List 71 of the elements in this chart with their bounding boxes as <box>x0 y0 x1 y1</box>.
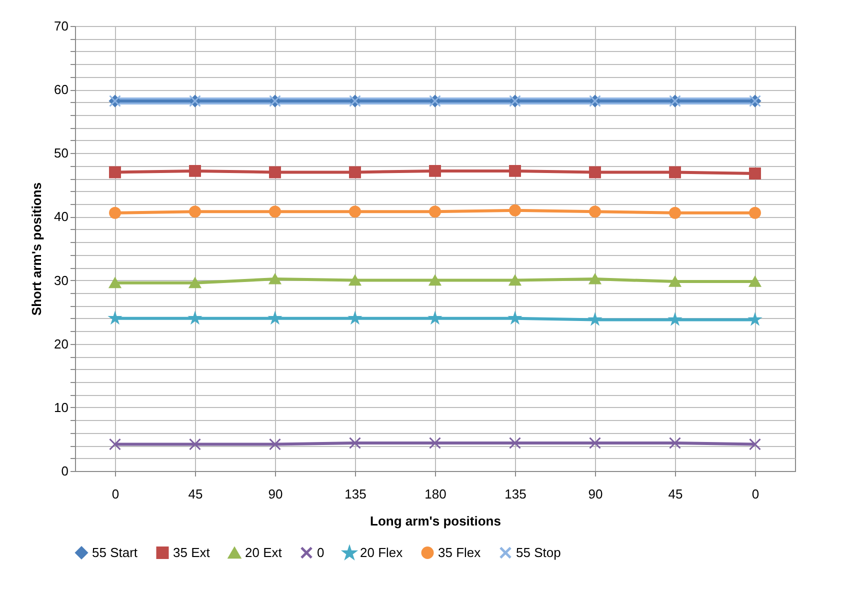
point <box>109 312 121 324</box>
point <box>349 437 361 450</box>
point <box>749 438 761 450</box>
point <box>109 206 121 219</box>
point <box>269 274 281 284</box>
legend-label: 55 Start <box>92 544 138 560</box>
point <box>509 164 521 177</box>
point <box>589 206 601 218</box>
point <box>349 166 361 178</box>
point <box>429 437 441 450</box>
y-axis-title: Short arm's positions <box>29 182 44 316</box>
point <box>669 206 681 219</box>
point <box>109 278 121 288</box>
legend-label: 55 Stop <box>516 544 561 560</box>
point <box>189 278 201 288</box>
x-tick-label: 0 <box>752 486 760 502</box>
y-tick-label: 20 <box>54 336 68 352</box>
point <box>109 438 121 450</box>
point <box>589 437 601 450</box>
point <box>669 276 681 287</box>
point <box>509 204 521 216</box>
x-tick-label: 45 <box>188 486 203 502</box>
point <box>349 312 361 324</box>
y-tick-label: 10 <box>54 400 68 415</box>
point <box>189 312 201 324</box>
y-tick-label: 40 <box>54 209 68 224</box>
point <box>589 166 601 178</box>
point <box>749 206 761 219</box>
point <box>749 167 761 180</box>
point <box>669 314 681 325</box>
point <box>349 274 361 286</box>
point <box>269 206 281 218</box>
point <box>749 276 761 287</box>
point <box>429 274 441 286</box>
point <box>349 206 361 218</box>
y-tick-label: 60 <box>54 82 68 98</box>
y-tick-label: 50 <box>54 146 68 161</box>
point <box>269 166 281 178</box>
point <box>509 312 521 324</box>
point <box>189 438 201 450</box>
point <box>269 312 281 324</box>
x-tick-label: 0 <box>112 486 120 502</box>
point <box>429 164 441 177</box>
x-tick-label: 180 <box>424 486 446 502</box>
point <box>669 437 681 450</box>
point <box>509 437 521 450</box>
point <box>429 206 441 218</box>
legend-label: 20 Ext <box>245 545 282 560</box>
x-tick-label: 45 <box>668 486 683 502</box>
y-tick-label: 0 <box>61 464 68 478</box>
legend-label: 0 <box>317 544 324 560</box>
point <box>189 206 201 218</box>
x-tick-label: 135 <box>344 486 366 502</box>
point <box>429 312 441 324</box>
point <box>509 274 521 286</box>
point <box>669 166 681 178</box>
y-tick-label: 30 <box>54 272 68 288</box>
point <box>189 164 201 177</box>
legend-label: 20 Flex <box>360 545 404 560</box>
point <box>269 438 281 450</box>
point <box>749 314 761 325</box>
point <box>589 274 601 284</box>
x-tick-label: 90 <box>588 486 603 502</box>
point <box>109 166 121 178</box>
x-tick-label: 135 <box>504 486 526 502</box>
y-tick-label: 70 <box>54 18 68 34</box>
legend-label: 35 Flex <box>438 544 482 560</box>
x-axis-title: Long arm's positions <box>370 514 501 528</box>
legend-label: 35 Ext <box>173 544 210 560</box>
point <box>589 314 601 325</box>
x-tick-label: 90 <box>268 486 283 502</box>
